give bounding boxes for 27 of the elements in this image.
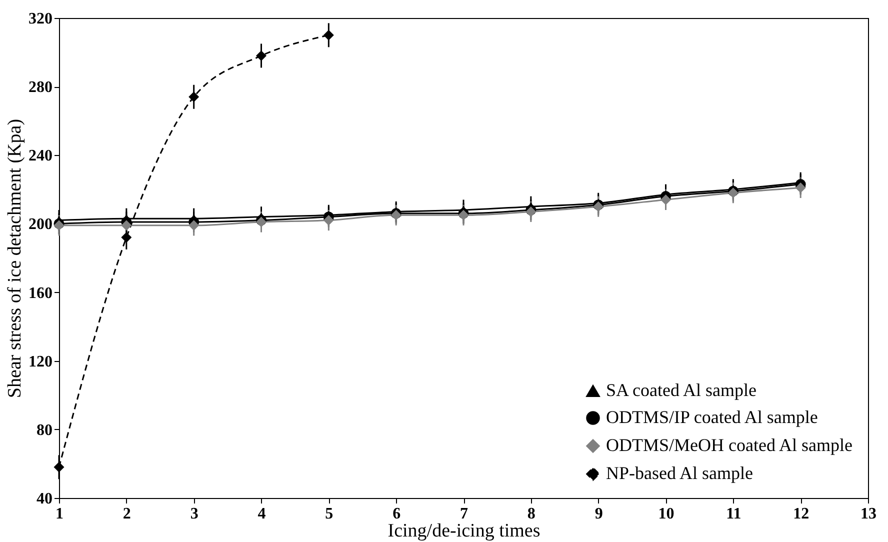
y-axis-title: Shear stress of ice detachment (Kpa) (4, 118, 26, 398)
x-tick-label: 9 (594, 506, 603, 522)
x-tick-label: 8 (527, 506, 536, 522)
y-tick-label: 240 (28, 148, 52, 165)
legend-label: SA coated Al sample (606, 380, 756, 400)
x-tick-label: 10 (658, 506, 674, 522)
y-tick-label: 40 (36, 490, 52, 508)
y-tick-label: 320 (28, 10, 52, 28)
legend-label: ODTMS/IP coated Al sample (606, 407, 818, 427)
x-tick-label: 11 (726, 506, 742, 522)
legend-label: ODTMS/MeOH coated Al sample (606, 435, 852, 455)
y-tick-label: 160 (28, 284, 52, 302)
x-axis-title: Icing/de-icing times (388, 520, 540, 542)
y-tick-label: 280 (28, 79, 52, 96)
legend-label: NP-based Al sample (606, 463, 753, 483)
x-tick-label: 7 (460, 506, 468, 522)
x-tick-label: 3 (190, 506, 198, 522)
x-tick-label: 13 (860, 506, 876, 522)
y-tick-label: 120 (28, 353, 52, 370)
x-tick-label: 1 (56, 506, 64, 522)
y-tick-label: 80 (36, 422, 52, 439)
x-tick-label: 6 (392, 506, 401, 522)
y-tick-label: 200 (28, 216, 52, 234)
x-tick-label: 4 (258, 506, 266, 522)
x-tick-label: 5 (325, 506, 334, 522)
x-tick-label: 2 (122, 506, 131, 522)
x-tick-label: 12 (793, 506, 810, 522)
